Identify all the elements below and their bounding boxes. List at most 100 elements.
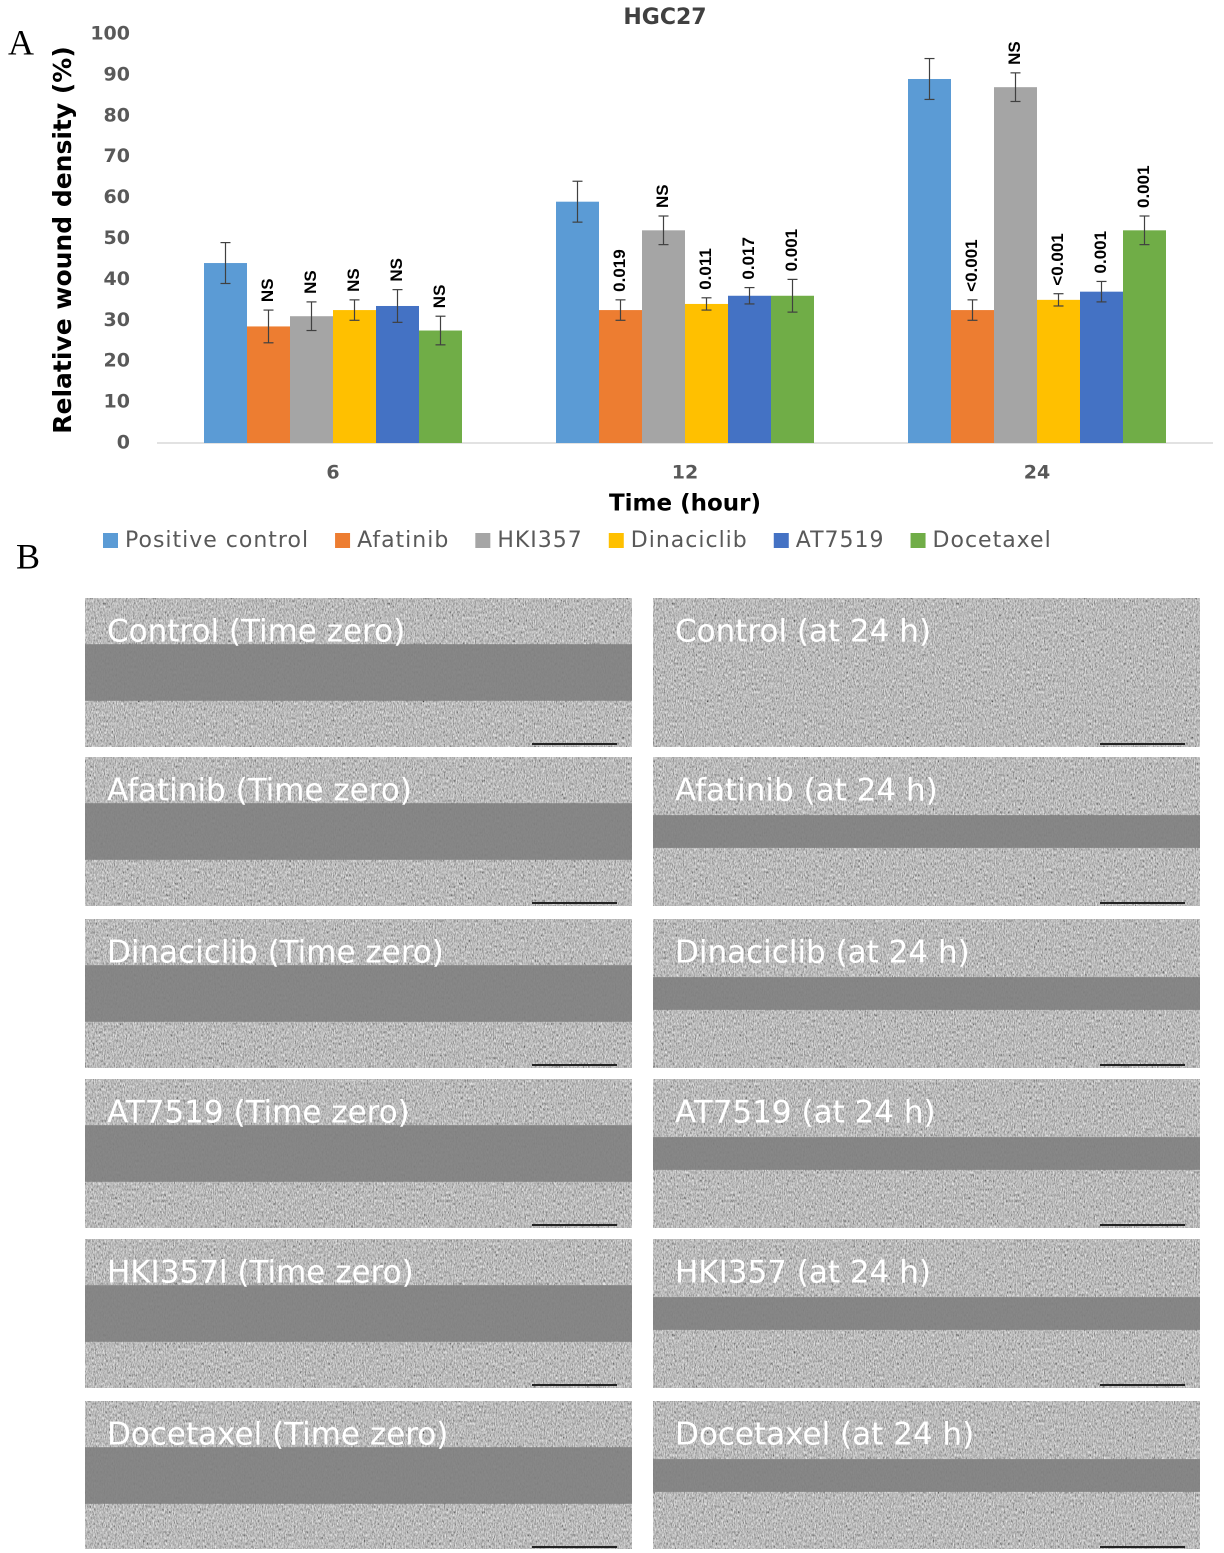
significance-label: NS <box>301 270 320 294</box>
image-label: Afatinib (at 24 h) <box>675 773 938 809</box>
legend-label: Afatinib <box>357 528 449 553</box>
bar <box>290 316 333 443</box>
wound-gap <box>85 1125 632 1182</box>
scale-bar <box>532 1546 617 1548</box>
scale-bar <box>1100 1546 1185 1548</box>
image-label: AT7519 (Time zero) <box>107 1095 410 1131</box>
panel-label: A <box>8 22 34 62</box>
image-label: HKI357l (Time zero) <box>107 1255 414 1291</box>
chart-title: HGC27 <box>623 5 706 30</box>
y-axis-label: Relative wound density (%) <box>48 46 77 434</box>
image-label: Control (at 24 h) <box>675 614 931 650</box>
legend-label: AT7519 <box>796 528 885 553</box>
bar <box>247 326 290 443</box>
significance-label: NS <box>653 184 672 208</box>
y-tick-label: 10 <box>104 391 130 413</box>
image-label: HKI357 (at 24 h) <box>675 1255 931 1291</box>
micrograph: Docetaxel (Time zero) <box>85 1401 632 1549</box>
bar <box>333 310 376 443</box>
y-tick-label: 70 <box>104 145 130 167</box>
significance-label: NS <box>430 285 449 309</box>
legend-swatch <box>774 533 789 548</box>
image-label: Dinaciclib (at 24 h) <box>675 935 970 971</box>
significance-label: <0.001 <box>962 239 981 291</box>
significance-label: NS <box>258 278 277 302</box>
significance-label: 0.019 <box>610 249 629 292</box>
micrograph: Control (at 24 h) <box>653 598 1200 747</box>
significance-label: 0.001 <box>1134 165 1153 208</box>
legend-swatch <box>911 533 926 548</box>
bar <box>204 263 247 443</box>
legend-label: Positive control <box>125 528 309 553</box>
legend-swatch <box>103 533 118 548</box>
micrograph: Dinaciclib (at 24 h) <box>653 919 1200 1068</box>
bar <box>1123 230 1166 443</box>
legend-label: Dinaciclib <box>631 528 748 553</box>
scale-bar <box>1100 1224 1185 1226</box>
y-tick-label: 50 <box>104 227 130 249</box>
scale-bar <box>532 1384 617 1386</box>
image-label: Docetaxel (Time zero) <box>107 1417 448 1453</box>
significance-label: NS <box>344 268 363 292</box>
bar <box>419 331 462 443</box>
y-tick-label: 20 <box>104 350 130 372</box>
panel-label: B <box>16 536 40 576</box>
bar <box>376 306 419 443</box>
micrograph: Afatinib (at 24 h) <box>653 757 1200 906</box>
scale-bar <box>532 743 617 745</box>
significance-label: NS <box>387 258 406 282</box>
image-label: Docetaxel (at 24 h) <box>675 1417 974 1453</box>
wound-gap <box>653 1459 1200 1492</box>
scale-bar <box>1100 1064 1185 1066</box>
scale-bar <box>1100 743 1185 745</box>
legend-swatch <box>609 533 624 548</box>
image-label: Dinaciclib (Time zero) <box>107 935 444 971</box>
x-axis-label: Time (hour) <box>609 491 761 517</box>
wound-gap <box>85 1447 632 1504</box>
micrograph: Afatinib (Time zero) <box>85 757 632 906</box>
micrograph: AT7519 (Time zero) <box>85 1079 632 1228</box>
significance-label: 0.001 <box>1091 231 1110 274</box>
y-tick-label: 90 <box>104 63 130 85</box>
y-tick-label: 100 <box>90 23 130 45</box>
bar <box>1037 300 1080 443</box>
bar <box>642 230 685 443</box>
bar <box>728 296 771 443</box>
bar <box>556 202 599 443</box>
scale-bar <box>1100 1384 1185 1386</box>
micrograph: HKI357l (Time zero) <box>85 1239 632 1388</box>
y-tick-label: 60 <box>104 186 130 208</box>
legend-swatch <box>475 533 490 548</box>
wound-gap <box>653 815 1200 848</box>
scale-bar <box>532 902 617 904</box>
wound-gap <box>653 1137 1200 1170</box>
micrograph: AT7519 (at 24 h) <box>653 1079 1200 1228</box>
y-tick-label: 30 <box>104 309 130 331</box>
scale-bar <box>1100 902 1185 904</box>
y-tick-label: 0 <box>117 432 130 454</box>
bar <box>951 310 994 443</box>
y-tick-label: 40 <box>104 268 130 290</box>
micrograph: HKI357 (at 24 h) <box>653 1239 1200 1388</box>
micrograph: Docetaxel (at 24 h) <box>653 1401 1200 1549</box>
significance-label: 0.011 <box>696 248 715 290</box>
image-label: Afatinib (Time zero) <box>107 773 412 809</box>
significance-label: 0.017 <box>739 237 758 280</box>
x-tick-label: 12 <box>672 462 698 484</box>
wound-gap <box>653 977 1200 1010</box>
scale-bar <box>532 1064 617 1066</box>
legend-label: Docetaxel <box>933 528 1052 553</box>
significance-label: <0.001 <box>1048 233 1067 285</box>
bar <box>771 296 814 443</box>
wound-gap <box>85 1285 632 1342</box>
image-label: AT7519 (at 24 h) <box>675 1095 936 1131</box>
scale-bar <box>532 1224 617 1226</box>
significance-label: 0.001 <box>782 229 801 272</box>
wound-gap <box>85 965 632 1022</box>
wound-gap <box>85 644 632 701</box>
micrograph: Dinaciclib (Time zero) <box>85 919 632 1068</box>
image-label: Control (Time zero) <box>107 614 405 650</box>
x-tick-label: 6 <box>326 462 339 484</box>
significance-label: NS <box>1005 41 1024 65</box>
bar <box>599 310 642 443</box>
